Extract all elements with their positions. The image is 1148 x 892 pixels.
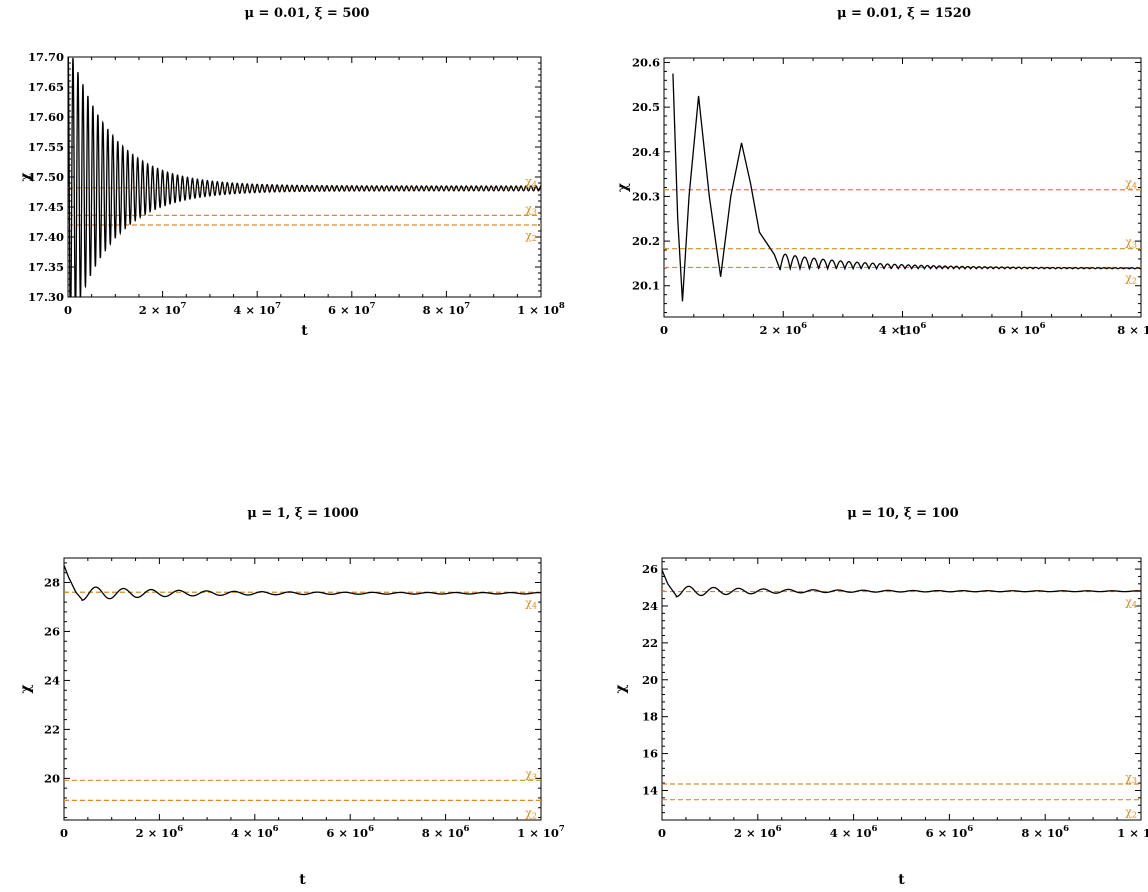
y-tick-label: 17.30 <box>28 290 64 304</box>
level-label-chi3: χ3 <box>1125 236 1137 250</box>
y-tick-label: 16 <box>642 747 658 761</box>
y-tick-label: 20 <box>44 771 60 785</box>
x-tick-label: 6 × 107 <box>328 301 376 317</box>
series-group <box>672 73 1141 302</box>
y-tick-label: 17.35 <box>28 260 64 274</box>
x-axis-label: t <box>301 323 308 339</box>
x-tick-label: 6 × 106 <box>926 824 974 840</box>
series-line-chi <box>68 57 541 297</box>
level-label-chi4: χ4 <box>1125 596 1137 610</box>
y-axis-label: χ <box>613 684 629 693</box>
x-axis-label: t <box>899 323 906 339</box>
x-tick-label: 0 <box>64 303 72 317</box>
y-tick-label: 17.60 <box>28 110 64 124</box>
y-tick-label: 20.5 <box>632 100 660 114</box>
x-tick-label: 0 <box>660 323 668 337</box>
x-tick-label: 8 × 106 <box>1117 321 1148 337</box>
y-axis-label: χ <box>615 183 631 192</box>
chart-title: μ = 10, ξ = 100 <box>847 506 958 521</box>
x-tick-label: 4 × 106 <box>231 824 279 840</box>
x-tick-label: 1 × 107 <box>517 824 565 840</box>
y-tick-label: 17.55 <box>28 140 64 154</box>
x-tick-label: 2 × 107 <box>139 301 187 317</box>
x-tick-label: 1 × 108 <box>517 301 565 317</box>
chart-title: μ = 0.01, ξ = 500 <box>245 6 370 21</box>
plot-frame <box>663 57 1142 318</box>
series-line-chi <box>672 73 1141 302</box>
x-tick-label: 1 × 107 <box>1117 824 1148 840</box>
x-axis-label: t <box>299 872 306 888</box>
level-label-chi3: χ3 <box>1125 771 1137 785</box>
y-tick-label: 17.70 <box>28 50 64 64</box>
x-tick-label: 2 × 106 <box>759 321 807 337</box>
y-tick-label: 17.65 <box>28 80 64 94</box>
level-label-chi2: χ2 <box>525 229 537 243</box>
y-tick-label: 20.6 <box>632 55 660 69</box>
y-tick-label: 26 <box>44 624 60 638</box>
y-tick-label: 18 <box>642 710 658 724</box>
y-axis-label: χ <box>18 172 34 181</box>
level-label-chi4: χ4 <box>525 175 537 189</box>
chart-panel-1: μ = 0.01, ξ = 500 t χ 0 2 × 107 4 × 107 6 × 10… <box>18 6 565 339</box>
y-tick-label: 17.45 <box>28 200 64 214</box>
x-tick-label: 8 × 106 <box>1021 824 1069 840</box>
x-tick-label: 6 × 106 <box>998 321 1046 337</box>
plot-frame <box>661 557 1142 821</box>
x-axis-label: t <box>898 872 905 888</box>
y-tick-label: 20.3 <box>632 189 660 203</box>
x-tick-label: 0 <box>658 826 666 840</box>
series-group <box>662 569 1141 598</box>
y-tick-label: 17.40 <box>28 230 64 244</box>
y-tick-label: 26 <box>642 562 658 576</box>
y-tick-label: 14 <box>642 783 658 797</box>
chart-panel-3: μ = 1, ξ = 1000 t χ 0 2 × 106 4 × 106 6 × 106 8… <box>18 506 565 888</box>
series-group <box>68 57 541 297</box>
chart-panel-2: μ = 0.01, ξ = 1520 t χ 0 2 × 106 4 × 106 6 × 1… <box>615 6 1148 339</box>
x-tick-label: 4 × 107 <box>233 301 281 317</box>
level-label-chi3: χ3 <box>525 202 537 216</box>
level-label-chi2: χ2 <box>525 806 537 820</box>
series-group <box>64 565 541 601</box>
x-tick-label: 8 × 107 <box>423 301 471 317</box>
x-tick-label: 4 × 106 <box>879 321 927 337</box>
level-label-chi4: χ4 <box>1125 177 1137 191</box>
chart-title: μ = 1, ξ = 1000 <box>247 506 358 521</box>
y-tick-label: 20.1 <box>632 279 660 293</box>
x-tick-label: 2 × 106 <box>734 824 782 840</box>
level-label-chi2: χ2 <box>1125 806 1137 820</box>
y-tick-label: 22 <box>44 722 60 736</box>
x-tick-label: 6 × 106 <box>326 824 374 840</box>
y-tick-label: 17.50 <box>28 170 64 184</box>
y-tick-label: 28 <box>44 575 60 589</box>
x-tick-label: 8 × 106 <box>422 824 470 840</box>
x-tick-label: 2 × 106 <box>136 824 184 840</box>
y-tick-label: 24 <box>642 599 658 613</box>
series-line-chi <box>64 565 541 601</box>
y-tick-label: 24 <box>44 673 60 687</box>
y-axis-label: χ <box>18 684 34 693</box>
y-tick-label: 20.2 <box>632 234 660 248</box>
chart-title: μ = 0.01, ξ = 1520 <box>837 6 971 21</box>
level-label-chi4: χ4 <box>525 596 537 610</box>
chart-panel-4: μ = 10, ξ = 100 t χ 0 2 × 106 4 × 106 6 × 106 8… <box>613 506 1148 888</box>
level-label-chi3: χ3 <box>525 767 537 781</box>
y-tick-label: 22 <box>642 636 658 650</box>
y-tick-label: 20.4 <box>632 145 660 159</box>
y-tick-label: 20 <box>642 673 658 687</box>
x-tick-label: 4 × 106 <box>830 824 878 840</box>
x-tick-label: 0 <box>60 826 68 840</box>
level-label-chi2: χ2 <box>1125 271 1137 285</box>
series-line-chi <box>662 569 1141 598</box>
